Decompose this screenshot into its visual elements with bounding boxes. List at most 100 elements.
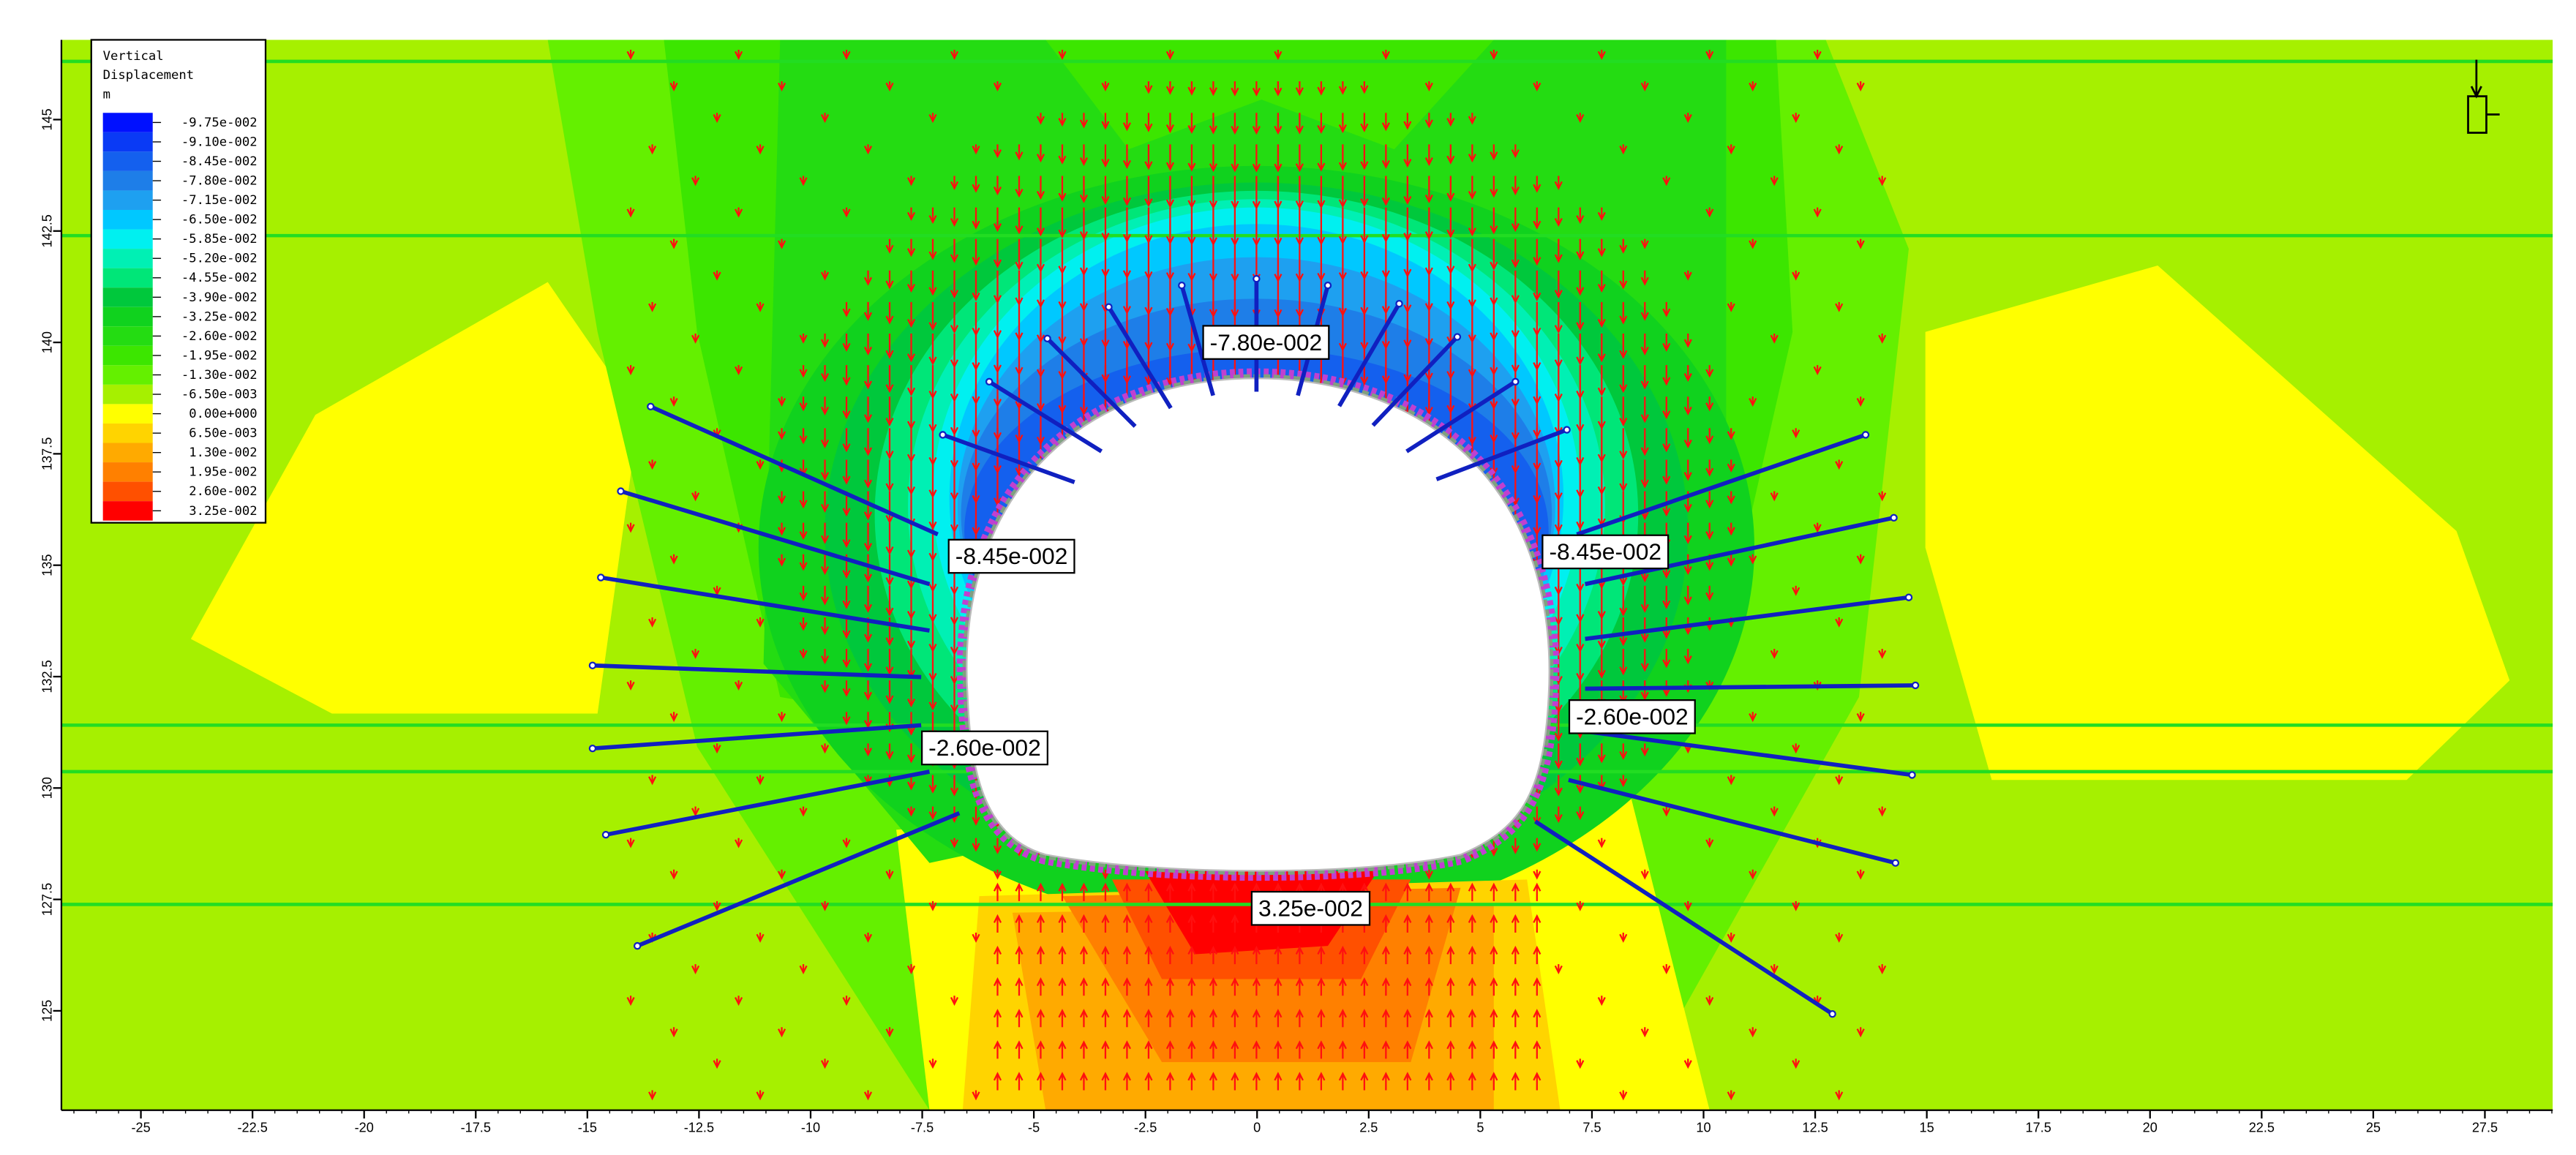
legend-label: -6.50e-003 xyxy=(181,387,258,402)
arrow-head xyxy=(906,699,916,708)
arrow-head xyxy=(1381,1072,1390,1081)
annotation-label: -8.45e-002 xyxy=(1549,538,1661,565)
arrow-head xyxy=(1036,116,1045,125)
arrow-head xyxy=(1619,280,1628,290)
arrow-head xyxy=(1727,431,1735,440)
arrow-head xyxy=(842,600,851,609)
arrow-head xyxy=(993,882,1002,892)
arrow-head xyxy=(1317,86,1326,96)
arrow-head xyxy=(1360,123,1369,132)
arrow-head xyxy=(1403,1009,1412,1018)
arrow-head xyxy=(1231,977,1239,987)
x-tick-label: -15 xyxy=(578,1120,597,1135)
arrow-head xyxy=(1640,82,1649,92)
arrow-head xyxy=(1554,254,1563,263)
arrow-head xyxy=(842,475,851,485)
rock-bolt xyxy=(1576,432,1866,537)
arrow-head xyxy=(906,726,916,736)
arrow-head xyxy=(1878,965,1887,974)
arrow-head xyxy=(1165,199,1174,208)
arrow-head xyxy=(1015,1009,1024,1018)
arrow-head xyxy=(1576,114,1585,124)
arrow-head xyxy=(1533,945,1542,955)
arrow-head xyxy=(820,472,830,481)
arrow-head xyxy=(1619,244,1628,254)
arrow-head xyxy=(1295,1040,1304,1050)
arrow-head xyxy=(1619,483,1628,492)
arrow-head xyxy=(1533,1009,1542,1018)
arrow-head xyxy=(669,1028,678,1038)
arrow-head xyxy=(713,587,721,596)
bolt-end xyxy=(588,661,597,669)
arrow-head xyxy=(1511,295,1520,304)
x-tick-label: 5 xyxy=(1476,1120,1484,1135)
arrow-head xyxy=(1640,312,1649,321)
arrow-head xyxy=(906,318,916,328)
arrow-head xyxy=(885,695,894,704)
arrow-head xyxy=(863,447,873,456)
arrow-head xyxy=(1209,163,1217,173)
legend-label: 1.95e-002 xyxy=(189,465,257,480)
arrow-head xyxy=(863,346,873,356)
x-tick-label: 12.5 xyxy=(1802,1120,1828,1135)
overlay: -7.80e-002 -8.45e-002 -8.45e-002 -2.60e-002… xyxy=(40,39,2553,1135)
arrow-head xyxy=(1662,342,1671,352)
arrow-head xyxy=(1619,350,1628,359)
arrow-head xyxy=(820,684,830,693)
arrow-head xyxy=(863,414,873,424)
arrow-head xyxy=(1274,1040,1283,1050)
x-tick-label: -12.5 xyxy=(684,1120,714,1135)
arrow-head xyxy=(1554,814,1563,824)
arrow-head xyxy=(626,839,635,849)
legend-label: -1.30e-002 xyxy=(181,368,258,383)
arrow-head xyxy=(885,384,894,394)
arrow-head xyxy=(1231,1072,1239,1081)
legend-label: -6.50e-002 xyxy=(181,213,258,227)
arrow-head xyxy=(778,495,786,505)
arrow-head xyxy=(1122,122,1131,132)
arrow-head xyxy=(1662,965,1671,974)
y-tick-label: 127.5 xyxy=(40,883,55,916)
arrow-head xyxy=(1490,882,1498,892)
arrow-head xyxy=(1576,251,1585,260)
arrow-head xyxy=(1683,626,1692,636)
arrow-head xyxy=(1446,229,1455,238)
arrow-head xyxy=(1662,475,1671,485)
arrow-head xyxy=(669,713,678,723)
arrow-head xyxy=(863,380,873,390)
legend-label: 3.25e-002 xyxy=(189,504,257,519)
arrow-head xyxy=(778,557,786,567)
arrow-head xyxy=(928,322,937,331)
annotation-box xyxy=(1542,534,1670,570)
arrow-head xyxy=(1209,87,1217,97)
legend-swatch xyxy=(102,151,153,171)
arrow-head xyxy=(1619,778,1628,788)
arrow-head xyxy=(1813,50,1822,60)
arrow-head xyxy=(1101,1040,1110,1050)
arrow-head xyxy=(1317,945,1326,955)
arrow-head xyxy=(1101,977,1110,987)
arrow-head xyxy=(1122,197,1131,206)
arrow-head xyxy=(1705,50,1714,60)
arrow-head xyxy=(756,146,765,155)
arrow-head xyxy=(1381,122,1390,132)
arrow-head xyxy=(1856,397,1865,407)
arrow-head xyxy=(1122,945,1131,955)
arrow-head xyxy=(713,902,721,911)
arrow-head xyxy=(1792,745,1800,754)
arrow-head xyxy=(993,977,1002,987)
rock-bolt xyxy=(1533,819,1834,1016)
legend-swatch xyxy=(102,209,153,230)
arrow-head xyxy=(1878,650,1887,659)
arrow-head xyxy=(1338,1009,1347,1018)
arrow-head xyxy=(906,177,916,187)
arrow-head xyxy=(1835,146,1844,155)
arrow-head xyxy=(1101,945,1110,955)
arrow-head xyxy=(1036,882,1045,892)
arrow-head xyxy=(1101,1072,1110,1081)
arrow-head xyxy=(1187,1040,1196,1050)
rock-bolt xyxy=(1585,683,1916,691)
arrow-head xyxy=(842,716,851,726)
arrow-head xyxy=(993,186,1002,196)
